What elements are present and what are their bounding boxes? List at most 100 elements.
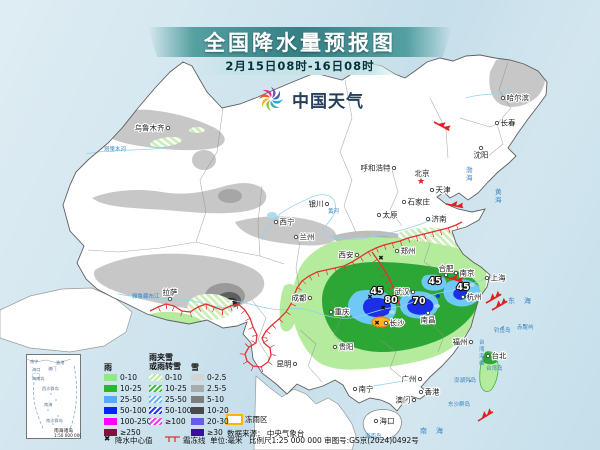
sea-label: 澎湖列岛: [454, 376, 477, 384]
city-label: 南京: [460, 268, 475, 278]
city-label: 香港: [425, 387, 440, 397]
city-dot: [383, 320, 389, 326]
city-label: 西安: [339, 250, 354, 260]
precip-center-icon: ✖: [374, 319, 379, 327]
sea-label: 台湾岛: [486, 364, 503, 372]
city-dot: [494, 120, 500, 126]
city-dot: [394, 248, 400, 254]
small-islands: [469, 324, 525, 382]
inset-place-label: 澳门: [48, 365, 56, 372]
city-label: 重庆: [335, 307, 350, 317]
city-dot: [324, 201, 330, 207]
city-label: 昆明: [277, 360, 292, 369]
city-dot: [328, 309, 334, 315]
city-label: 乌鲁木齐: [135, 123, 165, 133]
city-label: 石家庄: [408, 197, 431, 207]
inset-place-label: 南沙群岛: [46, 417, 63, 424]
city-label: 济南: [432, 214, 447, 224]
inset-place-label: 南海: [44, 401, 53, 408]
sea-label: 黄海: [495, 187, 502, 204]
city-label: 沈阳: [474, 150, 489, 160]
city-dot: [293, 234, 299, 240]
city-label: 广州: [402, 374, 417, 384]
precip-center-icon: ✖: [380, 304, 385, 312]
city-label: 海口: [380, 416, 395, 426]
precip-center-icon: ✖: [378, 254, 383, 262]
sea-label: 南海: [420, 426, 452, 435]
hainan-island: [362, 409, 402, 440]
inset-place-label: 海南岛: [32, 375, 45, 382]
city-dot: [307, 295, 313, 301]
city-dot: [391, 165, 397, 171]
city-dot: [453, 270, 459, 276]
sea-label: 黄河: [328, 207, 340, 215]
city-label: 太原: [383, 210, 398, 220]
china-weather-pinwheel-icon: [259, 87, 283, 111]
city-label: 兰州: [300, 232, 315, 242]
city-dot: [417, 376, 423, 382]
city-dot: [468, 339, 474, 345]
pinwheel-petal: [272, 90, 280, 100]
city-dot: [332, 344, 338, 350]
city-label: 合肥: [439, 263, 454, 273]
city-label: 台北: [492, 351, 507, 361]
precip-value: 80: [384, 295, 398, 306]
city-label: 杭州: [467, 292, 482, 302]
city-label: 上海: [491, 273, 506, 283]
city-label: 银川: [309, 200, 324, 209]
sea-label: 东海: [508, 296, 540, 305]
city-dot: [418, 389, 424, 395]
city-label: 澳门: [396, 395, 411, 405]
city-label: 长沙: [390, 318, 405, 328]
city-label: 成都: [292, 293, 307, 303]
precip-center-icon: ✖: [228, 298, 233, 306]
pinwheel-petal: [272, 99, 283, 104]
sea-label: 钓鱼岛: [494, 326, 511, 334]
city-dot: [485, 353, 491, 359]
city-label: 呼和浩特: [361, 163, 391, 173]
inset-place-label: 西沙群岛: [42, 385, 59, 392]
city-dot: [410, 289, 416, 295]
city-dot: [401, 199, 407, 205]
inset-title: 南海诸岛: [54, 427, 73, 434]
city-dot: [500, 95, 506, 101]
frost-line: [149, 221, 463, 367]
forecast-period: 2月15日08时-16日08时: [225, 59, 375, 73]
city-label: 南昌: [421, 315, 436, 325]
city-label: 长春: [501, 118, 516, 128]
city-label: 武汉: [395, 287, 410, 297]
city-dot: [352, 386, 358, 392]
brand-name: 中国天气: [292, 91, 364, 112]
city-dot: [165, 125, 171, 131]
inset-scale: 1:50 000 000: [54, 433, 81, 438]
pinwheel-petal: [259, 94, 270, 99]
inset-place-label: 香港: [56, 359, 65, 366]
capital-label: 北京: [415, 168, 430, 178]
city-label: 福州: [453, 338, 468, 347]
sea-label: 塔里木河: [104, 145, 127, 153]
city-dot: [354, 252, 360, 258]
subtitle-banner: 2月15日08时-16日08时: [193, 57, 407, 75]
city-dot: [484, 275, 490, 281]
city-label: 天津: [436, 186, 451, 195]
city-label: 郑州: [401, 246, 416, 256]
title-banner: 全国降水量预报图: [148, 27, 452, 57]
city-dot: [478, 145, 484, 151]
sea-label: 渤海: [466, 165, 473, 182]
sea-label: 台湾海峡: [479, 338, 485, 367]
city-dot: [376, 212, 382, 218]
city-label: 拉萨: [163, 287, 178, 297]
brand-logo: 中国天气: [256, 84, 364, 114]
precip-value: 45: [428, 276, 441, 287]
city-dot: [425, 310, 431, 316]
city-label: 哈尔滨: [507, 93, 530, 103]
capital-star-icon: ★: [417, 177, 425, 187]
precip-value: 70: [412, 296, 426, 307]
city-label: 南宁: [359, 384, 374, 394]
pinwheel-petal: [271, 87, 276, 98]
precip-value: 45: [456, 282, 469, 293]
city-dot: [429, 187, 435, 193]
sea-label: 雅鲁藏布江: [132, 292, 160, 300]
